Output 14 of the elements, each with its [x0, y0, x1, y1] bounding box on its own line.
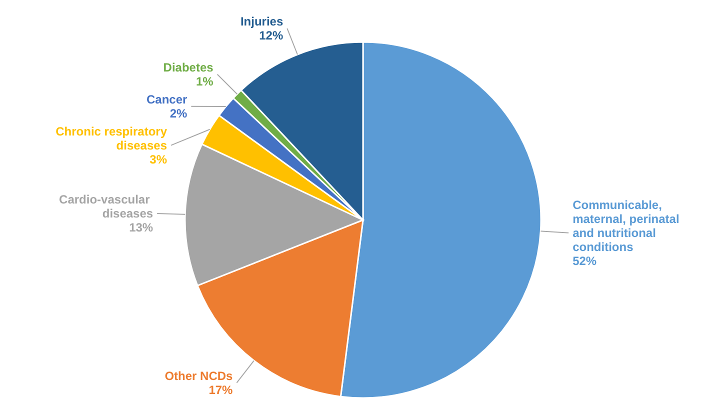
data-label: 12%	[259, 28, 284, 43]
data-label: 3%	[150, 152, 168, 167]
slice-label: Cancer	[146, 92, 188, 107]
data-label: 2%	[170, 106, 188, 121]
data-label: 1%	[196, 74, 214, 89]
slice-label: Communicable, maternal, perinatal and nutritional conditions	[572, 198, 680, 254]
data-label: 13%	[129, 220, 154, 235]
slice-label: Cardio-vascular diseases	[59, 192, 154, 221]
slice-label: Diabetes	[163, 60, 214, 75]
slice-label: Chronic respiratory diseases	[56, 124, 168, 153]
slice-label: Other NCDs	[164, 368, 234, 383]
data-label: 52%	[572, 254, 597, 268]
data-label: 17%	[208, 382, 234, 397]
slice-label: Injuries	[240, 14, 284, 29]
